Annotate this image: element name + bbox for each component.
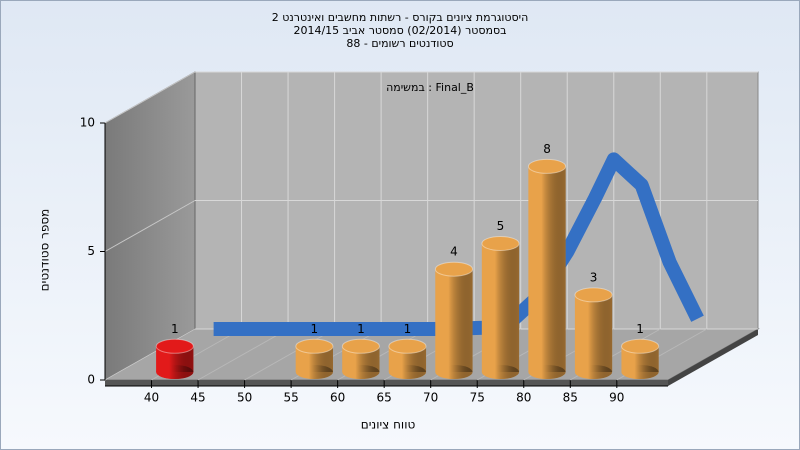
y-tick-label: 10 xyxy=(80,116,95,130)
title-line: סטודנטים רשומים - 88 xyxy=(346,37,453,50)
x-tick-label: 60 xyxy=(330,391,345,405)
bar xyxy=(574,287,613,379)
bar xyxy=(388,338,427,379)
data-label: 1 xyxy=(404,322,412,336)
data-label: 1 xyxy=(171,322,179,336)
title-line: בסמסטר (02/2014) סמסטר אביב 2014/15 xyxy=(293,24,506,37)
x-tick-label: 80 xyxy=(516,391,531,405)
x-tick-label: 85 xyxy=(563,391,578,405)
data-label: 4 xyxy=(450,245,458,259)
floor-edge xyxy=(668,329,758,386)
bar xyxy=(155,338,194,379)
x-tick-label: 65 xyxy=(377,391,392,405)
grid-line xyxy=(104,200,196,252)
bar xyxy=(481,236,520,379)
x-tick-label: 75 xyxy=(470,391,485,405)
annotation: במשימה : Final_B xyxy=(386,81,474,94)
x-tick-label: 40 xyxy=(144,391,159,405)
data-label: 3 xyxy=(590,270,598,284)
bar xyxy=(341,338,381,379)
bar xyxy=(527,158,567,379)
y-tick-label: 5 xyxy=(87,244,95,258)
data-label: 1 xyxy=(311,322,319,336)
x-tick-label: 90 xyxy=(609,391,624,405)
x-axis-label: טווח ציונים xyxy=(361,418,416,432)
data-label: 1 xyxy=(636,322,644,336)
x-tick-label: 55 xyxy=(283,391,298,405)
title-line: היסטוגרמת ציונים בקורס - רשתות מחשבים וא… xyxy=(272,11,529,24)
x-tick-label: 50 xyxy=(237,391,252,405)
data-label: 8 xyxy=(543,142,551,156)
x-tick-label: 45 xyxy=(190,391,205,405)
grid-line xyxy=(104,328,196,381)
x-tick-label: 70 xyxy=(423,391,438,405)
grid-line xyxy=(104,71,196,124)
bar xyxy=(620,338,660,379)
bar xyxy=(295,338,334,379)
y-axis-label: מספר סטודנטים xyxy=(38,209,52,292)
floor xyxy=(103,328,760,381)
fit-curve xyxy=(213,152,704,336)
floor-edge xyxy=(105,380,668,386)
grid-line xyxy=(197,328,289,381)
data-label: 5 xyxy=(497,219,505,233)
y-tick-label: 0 xyxy=(87,373,95,387)
grid-line xyxy=(244,328,335,381)
bar xyxy=(434,261,474,379)
data-label: 1 xyxy=(357,322,365,336)
